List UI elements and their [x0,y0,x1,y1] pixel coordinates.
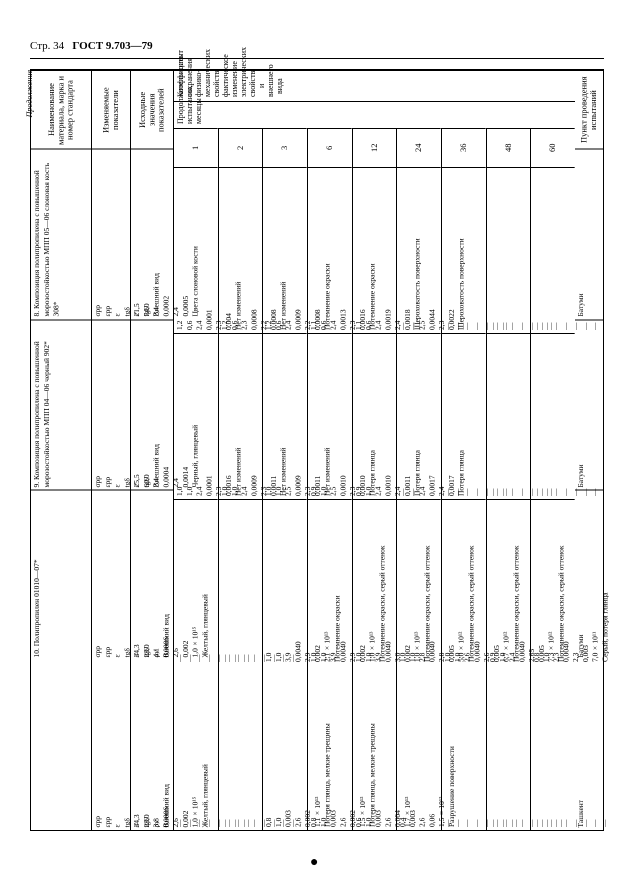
gost-label: ГОСТ 9.703—79 [72,40,152,52]
page-header: Стр. 34 ГОСТ 9.703—79 [30,40,604,59]
data-table: Наименование материала, марка и номер ст… [30,69,604,831]
page-dot: ● [310,855,318,871]
page-number: Стр. 34 [30,40,64,52]
